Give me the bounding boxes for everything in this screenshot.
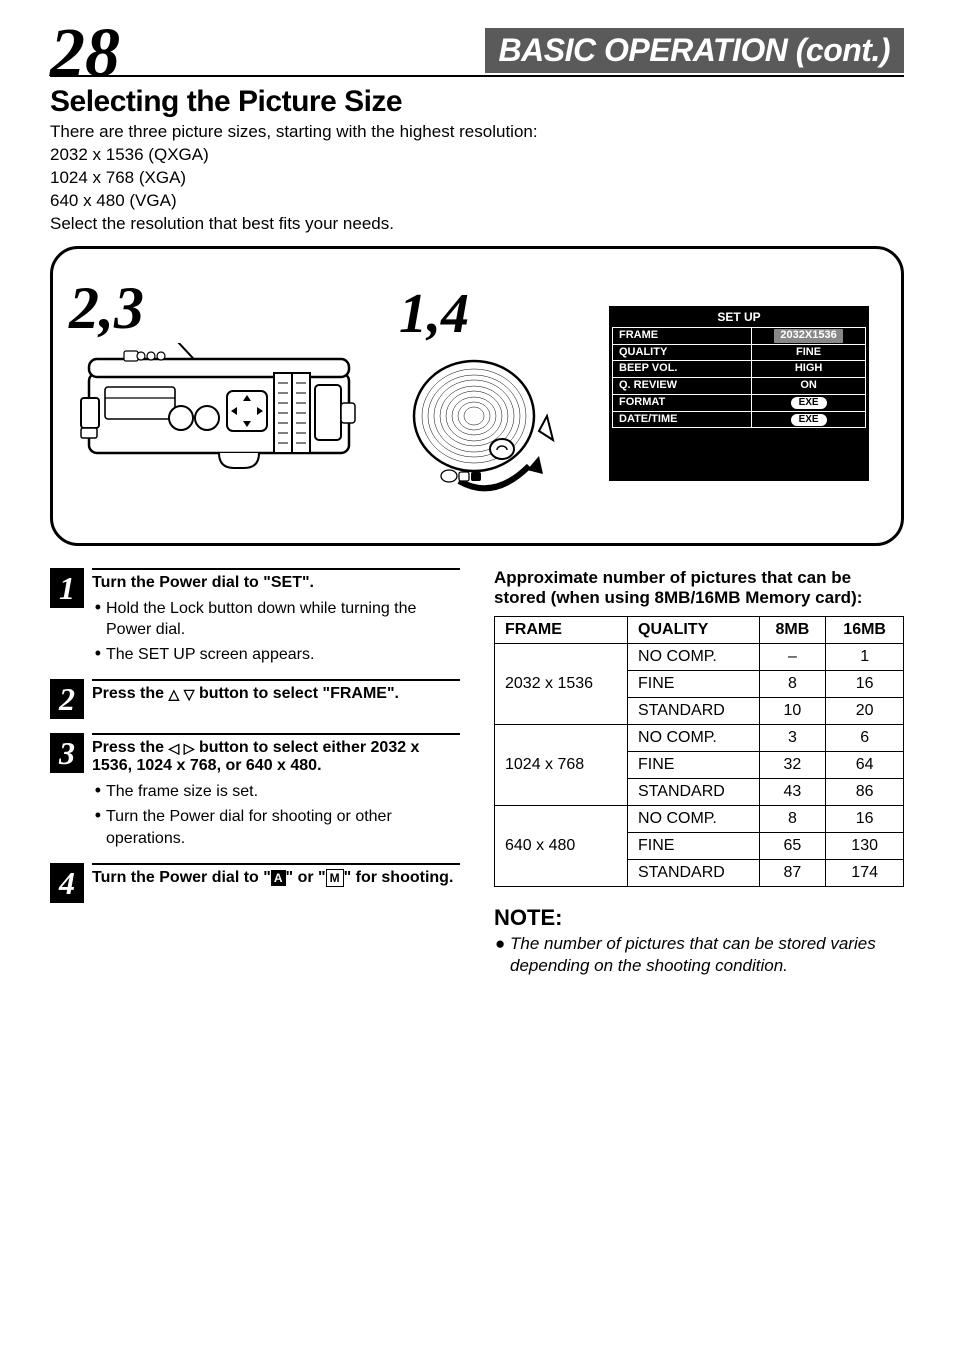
step-number: 3 (50, 733, 84, 773)
col-16mb: 16MB (826, 616, 904, 643)
col-quality: QUALITY (628, 616, 759, 643)
step-bullet: Turn the Power dial for shooting or othe… (106, 803, 460, 849)
step-bullet: Hold the Lock button down while turning … (106, 595, 460, 641)
triangle-up-icon: △ (168, 687, 179, 701)
note-item: The number of pictures that can be store… (510, 933, 904, 977)
frame-cell: 2032 x 1536 (495, 643, 628, 724)
diagram-power-dial: 1,4 (399, 282, 579, 506)
chapter-ribbon: BASIC OPERATION (cont.) (485, 28, 904, 73)
col-frame: FRAME (495, 616, 628, 643)
setup-row: BEEP VOL.HIGH (613, 361, 866, 378)
diagram-panel: 2,3 (50, 246, 904, 546)
col-8mb: 8MB (759, 616, 826, 643)
triangle-left-icon: ◁ (168, 741, 179, 755)
step-1: 1 Turn the Power dial to "SET". Hold the… (50, 568, 460, 666)
storage-table: FRAME QUALITY 8MB 16MB 2032 x 1536 NO CO… (494, 616, 904, 887)
callout-14: 1,4 (399, 282, 579, 346)
note-list: The number of pictures that can be store… (494, 933, 904, 977)
intro-line: 1024 x 768 (XGA) (50, 168, 186, 187)
camera-top-svg (69, 343, 369, 513)
step-4: 4 Turn the Power dial to "A" or "M" for … (50, 863, 460, 903)
step-heading: Turn the Power dial to "SET". (92, 574, 460, 592)
step-number: 4 (50, 863, 84, 903)
intro-line: There are three picture sizes, starting … (50, 122, 538, 141)
step-number: 1 (50, 568, 84, 608)
step-heading: Press the △ ▽ button to select "FRAME". (92, 685, 460, 703)
setup-row: DATE/TIMEEXE (613, 411, 866, 428)
setup-title: SET UP (612, 309, 866, 327)
triangle-right-icon: ▷ (184, 741, 195, 755)
section-title: Selecting the Picture Size (50, 85, 904, 119)
mode-a-icon: A (271, 870, 286, 886)
setup-row: QUALITYFINE (613, 344, 866, 361)
frame-cell: 1024 x 768 (495, 724, 628, 805)
step-heading: Turn the Power dial to "A" or "M" for sh… (92, 869, 460, 887)
mode-m-icon: M (326, 869, 344, 887)
intro-line: 640 x 480 (VGA) (50, 191, 177, 210)
page-number: 28 (50, 29, 120, 78)
storage-heading: Approximate number of pictures that can … (494, 568, 904, 608)
step-bullet: The frame size is set. (106, 778, 460, 803)
step-heading: Press the ◁ ▷ button to select either 20… (92, 739, 460, 775)
triangle-down-icon: ▽ (184, 687, 195, 701)
diagram-camera-top: 2,3 (69, 274, 369, 513)
step-2: 2 Press the △ ▽ button to select "FRAME"… (50, 679, 460, 719)
note-heading: NOTE: (494, 905, 904, 931)
frame-cell: 640 x 480 (495, 805, 628, 886)
step-number: 2 (50, 679, 84, 719)
setup-row: FRAME2032X1536 (613, 327, 866, 344)
step-bullet: The SET UP screen appears. (106, 641, 460, 666)
setup-row: Q. REVIEWON (613, 378, 866, 395)
page-header: 28 BASIC OPERATION (cont.) (50, 28, 904, 77)
setup-lcd: SET UP FRAME2032X1536 QUALITYFINE BEEP V… (609, 306, 869, 482)
callout-23: 2,3 (69, 274, 369, 343)
intro-line: Select the resolution that best fits you… (50, 214, 394, 233)
setup-table: FRAME2032X1536 QUALITYFINE BEEP VOL.HIGH… (612, 327, 866, 429)
setup-row: FORMATEXE (613, 394, 866, 411)
intro-text: There are three picture sizes, starting … (50, 121, 904, 236)
step-3: 3 Press the ◁ ▷ button to select either … (50, 733, 460, 849)
power-dial-svg (399, 346, 579, 506)
steps-column: 1 Turn the Power dial to "SET". Hold the… (50, 568, 460, 918)
storage-column: Approximate number of pictures that can … (494, 568, 904, 977)
intro-line: 2032 x 1536 (QXGA) (50, 145, 209, 164)
